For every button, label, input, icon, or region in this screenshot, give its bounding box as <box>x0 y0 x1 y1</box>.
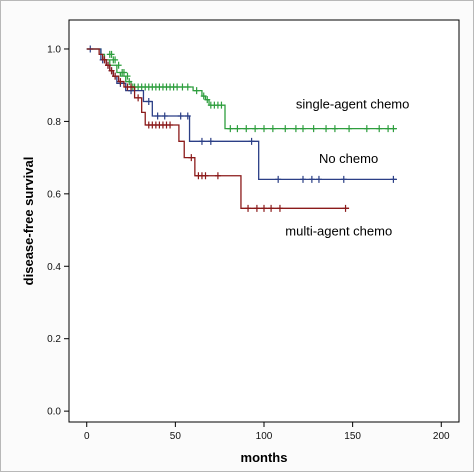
censor-mark-multi-agent-chemo <box>135 94 142 102</box>
censor-mark-single-agent-chemo <box>193 87 200 95</box>
censor-mark-single-agent-chemo <box>310 125 317 133</box>
censor-mark-single-agent-chemo <box>234 125 241 133</box>
censor-mark-no-chemo <box>390 175 397 183</box>
x-tick-label: 100 <box>256 431 273 442</box>
censor-mark-multi-agent-chemo <box>112 72 119 80</box>
censor-mark-single-agent-chemo <box>331 125 338 133</box>
series-label: single-agent chemo <box>296 97 409 112</box>
censor-mark-single-agent-chemo <box>108 50 115 58</box>
x-axis-title: months <box>241 450 288 465</box>
censor-mark-single-agent-chemo <box>269 125 276 133</box>
censor-mark-single-agent-chemo <box>252 125 259 133</box>
censor-mark-single-agent-chemo <box>292 125 299 133</box>
x-tick-label: 200 <box>433 431 450 442</box>
y-axis-title: disease-free survival <box>21 157 36 286</box>
censor-mark-multi-agent-chemo <box>202 172 209 180</box>
series-group <box>86 45 397 212</box>
censor-mark-single-agent-chemo <box>200 92 207 100</box>
censor-mark-multi-agent-chemo <box>245 204 252 212</box>
y-tick-label: 0.2 <box>47 334 61 345</box>
censor-mark-no-chemo <box>184 112 191 120</box>
y-tick-label: 0.4 <box>47 262 61 273</box>
annotation-group: single-agent chemo No chemo multi-agent ch… <box>285 97 409 239</box>
censor-mark-multi-agent-chemo <box>261 204 267 212</box>
x-tick-label: 150 <box>344 431 361 442</box>
censor-mark-single-agent-chemo <box>243 125 250 133</box>
censor-mark-multi-agent-chemo <box>117 78 124 86</box>
censor-mark-single-agent-chemo <box>115 61 122 69</box>
censor-mark-single-agent-chemo <box>120 69 127 77</box>
x-tick-label: 50 <box>170 431 182 442</box>
censor-mark-single-agent-chemo <box>124 72 131 80</box>
censor-mark-multi-agent-chemo <box>108 67 115 75</box>
censor-mark-single-agent-chemo <box>323 125 330 133</box>
censor-mark-no-chemo <box>161 112 168 120</box>
censor-mark-single-agent-chemo <box>227 125 234 133</box>
x-tick-label: 0 <box>84 431 90 442</box>
censor-mark-single-agent-chemo <box>261 125 267 133</box>
series-label: multi-agent chemo <box>285 223 392 238</box>
censor-mark-multi-agent-chemo <box>253 204 260 212</box>
censor-mark-no-chemo <box>198 137 205 145</box>
censor-mark-multi-agent-chemo <box>268 204 275 212</box>
censor-mark-multi-agent-chemo <box>188 154 195 162</box>
censor-mark-single-agent-chemo <box>376 125 383 133</box>
censor-mark-no-chemo <box>207 137 214 145</box>
y-tick-label: 1.0 <box>47 44 61 55</box>
censor-mark-single-agent-chemo <box>184 83 191 91</box>
censor-mark-no-chemo <box>145 97 152 105</box>
series-label: No chemo <box>319 151 378 166</box>
censor-mark-no-chemo <box>300 175 306 183</box>
censor-mark-no-chemo <box>275 175 282 183</box>
censor-mark-single-agent-chemo <box>390 125 397 133</box>
censor-mark-multi-agent-chemo <box>276 204 283 212</box>
censor-mark-single-agent-chemo <box>363 125 370 133</box>
censor-mark-single-agent-chemo <box>218 101 225 109</box>
censor-mark-no-chemo <box>308 175 315 183</box>
censor-mark-multi-agent-chemo <box>214 172 221 180</box>
censor-mark-no-chemo <box>315 175 322 183</box>
censor-mark-no-chemo <box>177 112 184 120</box>
plot-area <box>68 19 460 423</box>
censor-mark-no-chemo <box>154 112 161 120</box>
y-axis: 0.0 0.2 0.4 0.6 0.8 1.0 <box>47 44 69 418</box>
censor-mark-multi-agent-chemo <box>342 204 349 212</box>
censor-mark-no-chemo <box>340 175 347 183</box>
censor-mark-multi-agent-chemo <box>128 83 135 91</box>
censor-mark-single-agent-chemo <box>174 83 181 91</box>
censor-mark-single-agent-chemo <box>346 125 353 133</box>
censor-mark-multi-agent-chemo <box>105 61 111 69</box>
censor-mark-single-agent-chemo <box>204 96 211 104</box>
y-tick-label: 0.6 <box>47 189 61 200</box>
censor-mark-single-agent-chemo <box>282 125 289 133</box>
censor-mark-multi-agent-chemo <box>167 121 174 129</box>
censor-mark-single-agent-chemo <box>385 125 392 133</box>
censor-mark-single-agent-chemo <box>112 56 119 64</box>
censor-mark-multi-agent-chemo <box>101 56 108 64</box>
y-tick-label: 0.0 <box>47 407 61 418</box>
censor-mark-single-agent-chemo <box>179 83 186 91</box>
censor-mark-no-chemo <box>248 137 255 145</box>
censor-mark-single-agent-chemo <box>300 125 306 133</box>
x-axis: 0 50 100 150 200 <box>84 422 450 442</box>
censor-mark-single-agent-chemo <box>126 78 133 86</box>
y-tick-label: 0.8 <box>47 117 61 128</box>
